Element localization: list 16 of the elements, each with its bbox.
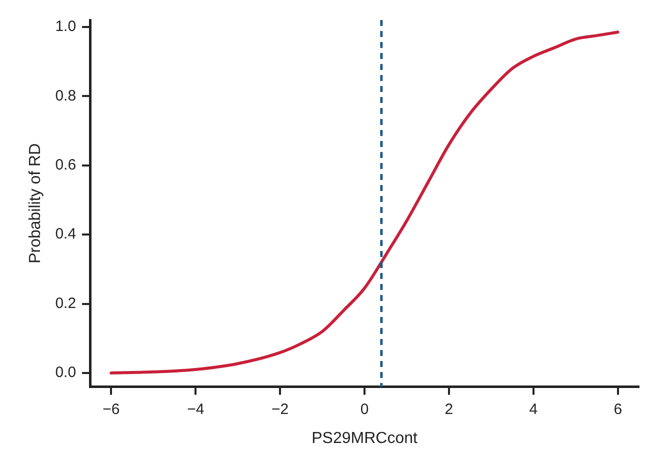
y-axis-title: Probability of RD [27, 143, 44, 264]
x-tick-label: 4 [529, 400, 538, 418]
y-tick-label: 0.8 [55, 87, 76, 104]
y-tick-label: 0.2 [55, 294, 76, 312]
y-tick-label: 1.0 [55, 18, 76, 36]
x-tick-label: −4 [187, 400, 204, 418]
x-tick-label: 6 [614, 400, 622, 418]
x-tick-label: 2 [444, 400, 454, 418]
x-tick-label: −2 [272, 400, 289, 418]
x-tick-label: 0 [360, 400, 369, 418]
y-tick-label: 0.0 [55, 364, 76, 382]
x-axis-title: PS29MRCcont [312, 430, 418, 447]
y-tick-label: 0.4 [55, 226, 76, 243]
x-tick-label: −6 [102, 400, 120, 418]
y-tick-label: 0.6 [55, 156, 76, 174]
line-series [110, 30, 620, 374]
